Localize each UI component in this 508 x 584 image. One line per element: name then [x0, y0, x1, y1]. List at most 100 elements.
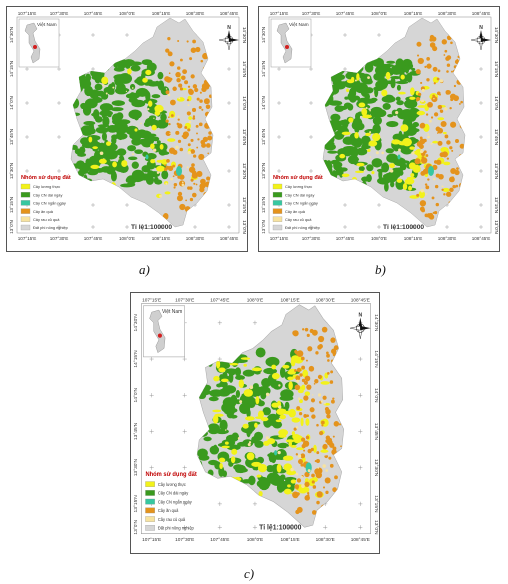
patch-perennial-crop	[360, 73, 372, 84]
patch-food-crop	[288, 381, 293, 390]
right-tick-label: 14°15'N	[494, 61, 499, 77]
patch-perennial-crop	[152, 136, 160, 142]
patch-fruit-tree	[296, 350, 304, 358]
patch-fruit-tree	[327, 359, 330, 362]
left-tick-label: 14°30'N	[9, 27, 14, 43]
patch-perennial-crop	[147, 170, 154, 177]
patch-fruit-tree	[195, 124, 199, 128]
grid-cross	[479, 169, 483, 173]
patch-perennial-crop	[242, 439, 254, 448]
patch-perennial-crop	[235, 375, 245, 381]
patch-fruit-tree	[340, 458, 343, 461]
grid-cross	[479, 135, 483, 139]
patch-perennial-crop	[71, 125, 80, 130]
patch-perennial-crop	[323, 61, 330, 65]
patch-fruit-tree	[179, 58, 183, 62]
patch-fruit-tree	[298, 411, 303, 416]
patch-perennial-crop	[229, 408, 238, 413]
patch-fruit-tree	[446, 140, 451, 145]
bottom-tick-label: 107°45'E	[210, 537, 229, 543]
right-tick-label: 14°0'N	[373, 388, 379, 403]
patch-food-crop	[290, 444, 297, 448]
right-tick-label: 13°30'N	[242, 163, 247, 179]
patch-food-crop	[257, 463, 268, 473]
patch-fruit-tree	[207, 135, 213, 141]
legend-item-label: Cây lương thực	[158, 482, 186, 487]
patch-food-crop	[176, 97, 185, 102]
patch-food-crop	[225, 477, 234, 487]
grid-cross	[182, 501, 187, 507]
patch-fruit-tree	[304, 471, 310, 478]
patch-fruit-tree	[330, 359, 334, 363]
patch-fruit-tree	[202, 66, 209, 72]
patch-fruit-tree	[203, 98, 210, 105]
patch-fruit-tree	[301, 365, 306, 370]
patch-food-crop	[134, 128, 138, 132]
patch-fruit-tree	[332, 487, 337, 493]
patch-fruit-tree	[209, 44, 213, 48]
patch-fruit-tree	[316, 500, 320, 505]
map-panel-c: 107°15'E 107°30'E 107°45'E 108°0'E 108°15'E 1…	[130, 292, 380, 554]
caption-b: b)	[375, 262, 386, 277]
patch-fruit-tree	[328, 456, 332, 460]
patch-perennial-crop	[220, 480, 226, 485]
patch-fruit-tree	[433, 160, 438, 164]
map-frame	[141, 303, 371, 534]
legend-item-label: Đất phi nông nghiệp	[285, 225, 320, 230]
patch-food-crop	[396, 178, 403, 183]
top-tick-label: 108°30'E	[316, 297, 335, 303]
patch-fruit-tree	[311, 414, 316, 419]
patch-perennial-crop	[91, 112, 98, 117]
grid-cross	[227, 225, 231, 229]
patch-vegetable	[181, 183, 185, 187]
patch-perennial-crop	[131, 161, 139, 169]
right-tick-label: 13°30'N	[373, 459, 379, 477]
patch-vegetable	[372, 93, 375, 96]
patch-fruit-tree	[431, 196, 435, 200]
patch-fruit-tree	[322, 486, 326, 489]
patch-perennial-crop	[218, 465, 225, 477]
patch-fruit-tree	[307, 492, 310, 495]
patch-fruit-tree	[179, 147, 184, 152]
grid-cross	[149, 393, 154, 398]
inset-map: Việt Nam	[270, 18, 312, 68]
patch-fruit-tree	[192, 117, 196, 120]
patch-fruit-tree	[175, 71, 181, 78]
patch-food-crop	[233, 476, 242, 482]
patch-fruit-tree	[199, 187, 205, 193]
grid-cross	[182, 465, 187, 470]
caption-c: c)	[244, 566, 255, 581]
left-tick-label: 13°45'N	[261, 129, 266, 145]
legend-item-label: Cây lương thực	[285, 184, 312, 189]
patch-fruit-tree	[165, 130, 171, 137]
patch-fruit-tree	[192, 115, 196, 118]
patch-fruit-tree	[452, 69, 456, 73]
patch-food-crop	[381, 89, 388, 97]
patch-food-crop	[305, 418, 310, 426]
patch-fruit-tree	[300, 356, 305, 361]
patch-fruit-tree	[191, 163, 195, 167]
top-tick-label: 107°45'E	[84, 11, 103, 16]
province-location-marker	[33, 45, 37, 49]
patch-fruit-tree	[190, 74, 195, 79]
patch-food-crop	[304, 391, 311, 396]
patch-fruit-tree	[431, 36, 437, 42]
patch-fruit-tree	[303, 449, 306, 452]
patch-fruit-tree	[167, 37, 171, 41]
patch-fruit-tree	[200, 178, 206, 185]
patch-food-crop	[230, 456, 236, 464]
legend-item-label: Cây rau củ quả	[33, 217, 60, 222]
patch-perennial-crop	[101, 107, 106, 119]
patch-fruit-tree	[294, 350, 298, 354]
patch-vegetable	[125, 90, 128, 92]
patch-food-crop	[239, 486, 246, 495]
patch-fruit-tree	[177, 39, 180, 42]
patch-fruit-tree	[421, 208, 426, 213]
patch-fruit-tree	[316, 423, 319, 427]
legend-swatch	[272, 200, 283, 206]
patch-fruit-tree	[196, 132, 198, 135]
patch-fruit-tree	[194, 87, 199, 93]
patch-perennial-crop	[133, 111, 140, 121]
patch-perennial-crop	[80, 102, 87, 110]
patch-vegetable	[237, 437, 240, 440]
